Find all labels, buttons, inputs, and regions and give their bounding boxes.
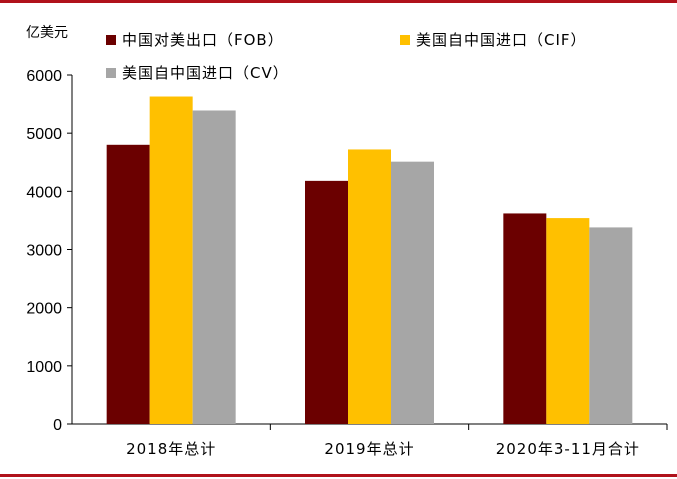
y-tick-label-4000: 4000	[26, 184, 62, 201]
y-tick-label-2000: 2000	[26, 301, 62, 318]
y-tick-label-5000: 5000	[26, 126, 62, 143]
bar-cif-0	[149, 96, 193, 424]
x-tick-label-1: 2019年总计	[324, 440, 414, 458]
legend-item-fob: 中国对美出口（FOB）	[106, 29, 284, 50]
legend-label-cif: 美国自中国进口（CIF）	[416, 31, 587, 49]
legend-item-cv: 美国自中国进口（CV）	[106, 62, 289, 83]
bar-fob-0	[106, 144, 150, 425]
legend-label-cv: 美国自中国进口（CV）	[122, 64, 289, 82]
y-tick-label-0: 0	[53, 417, 62, 434]
legend-swatch-cif	[400, 34, 410, 45]
top-rule	[0, 0, 677, 3]
y-tick-label-3000: 3000	[26, 243, 62, 260]
x-tick-label-2: 2020年3-11月合计	[496, 440, 640, 458]
legend-label-fob: 中国对美出口（FOB）	[122, 31, 284, 49]
x-tick-label-0: 2018年总计	[126, 440, 216, 458]
y-axis-unit-label: 亿美元	[26, 25, 68, 41]
bar-cv-0	[192, 110, 236, 425]
legend-item-cif: 美国自中国进口（CIF）	[400, 29, 587, 50]
legend-swatch-fob	[106, 34, 116, 45]
bar-cv-1	[391, 161, 434, 424]
bar-fob-2	[503, 213, 547, 424]
legend-swatch-cv	[106, 67, 116, 78]
y-tick-label-6000: 6000	[26, 68, 62, 85]
bar-cif-1	[348, 149, 391, 424]
bar-fob-1	[305, 180, 348, 424]
bar-cif-2	[546, 218, 590, 424]
bottom-rule	[0, 474, 677, 477]
y-tick-label-1000: 1000	[26, 359, 62, 376]
bar-cv-2	[589, 227, 633, 424]
